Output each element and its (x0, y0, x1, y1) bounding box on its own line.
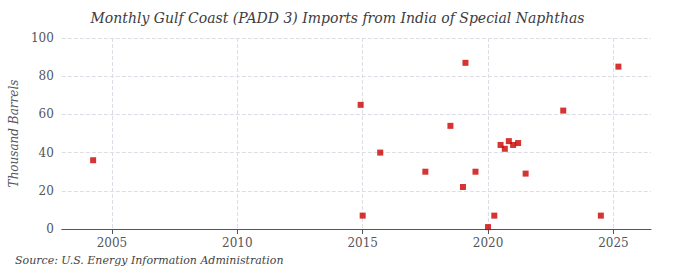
svg-text:2025: 2025 (598, 236, 629, 250)
svg-text:0: 0 (46, 222, 54, 236)
svg-text:60: 60 (39, 107, 54, 121)
svg-text:80: 80 (39, 69, 54, 83)
svg-text:100: 100 (31, 31, 54, 45)
svg-text:2005: 2005 (97, 236, 128, 250)
svg-text:Source: U.S. Energy Informatio: Source: U.S. Energy Information Administ… (15, 254, 283, 267)
svg-text:2020: 2020 (473, 236, 504, 250)
svg-text:Monthly Gulf Coast (PADD 3) Im: Monthly Gulf Coast (PADD 3) Imports from… (90, 10, 585, 26)
svg-text:40: 40 (39, 146, 54, 160)
svg-text:2015: 2015 (347, 236, 378, 250)
svg-text:20: 20 (39, 184, 54, 198)
svg-text:2010: 2010 (222, 236, 253, 250)
svg-text:Thousand Barrels: Thousand Barrels (7, 80, 21, 188)
